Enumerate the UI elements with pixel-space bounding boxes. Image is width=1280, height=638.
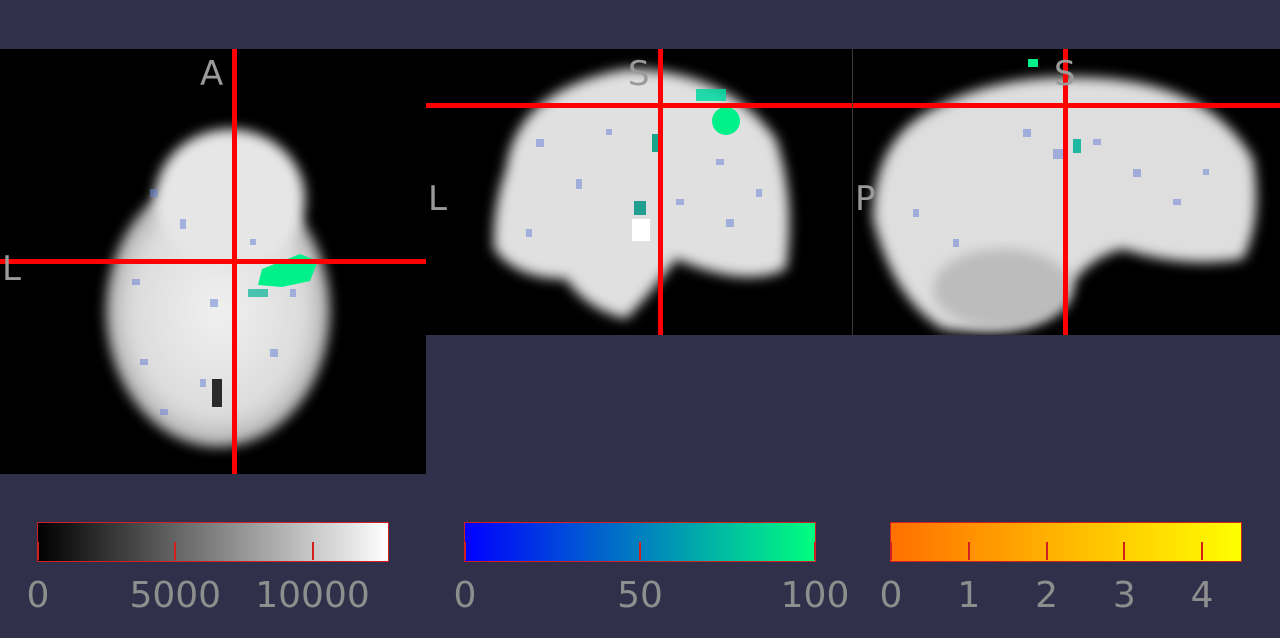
colorbar-tick-label: 50	[617, 575, 663, 616]
colorbar-tick	[464, 542, 466, 560]
sagittal-view[interactable]: S P	[853, 49, 1280, 335]
colorbar-tick	[174, 542, 177, 560]
colorbar-tick-label: 5000	[129, 575, 222, 616]
axial-crosshair-horizontal[interactable]	[0, 259, 426, 264]
colorbar-tick-label: 4	[1190, 575, 1214, 616]
colorbar-tick	[311, 542, 314, 560]
colorbar-tick	[1045, 542, 1048, 560]
sagittal-crosshair-vertical[interactable]	[1063, 49, 1068, 335]
colorbar-tick-label: 0	[26, 575, 50, 616]
orientation-label-anterior: A	[200, 54, 224, 94]
colorbar-tick-label: 3	[1112, 575, 1136, 616]
colorbar-tick	[814, 542, 816, 560]
colorbar-gradient	[37, 522, 389, 562]
colorbar-winter: 0 50 100	[454, 522, 849, 614]
colorbar-tick-label: 10000	[255, 575, 370, 616]
colorbar-tick	[890, 542, 892, 560]
axial-view[interactable]: A L	[0, 49, 426, 474]
colorbar-tick-label: 0	[453, 575, 477, 616]
view-divider	[852, 49, 853, 335]
colorbar-tick	[37, 542, 39, 560]
sagittal-crosshair-horizontal[interactable]	[853, 103, 1280, 108]
coronal-crosshair-horizontal[interactable]	[426, 103, 852, 108]
colorbar-tick-label: 100	[780, 575, 850, 616]
colorbar-tick	[967, 542, 970, 560]
colorbar-warm: 0 1 2 3 4	[880, 522, 1242, 614]
orientation-label-posterior: P	[855, 179, 876, 219]
colorbar-gray: 0 5000 10000	[27, 522, 389, 614]
coronal-crosshair-vertical[interactable]	[658, 49, 663, 335]
coronal-slice-image	[493, 69, 790, 319]
colorbar-tick-label: 2	[1035, 575, 1058, 616]
orientation-label-left: L	[428, 179, 447, 219]
colorbar-gradient	[890, 522, 1242, 562]
colorbar-tick	[1123, 542, 1126, 560]
colorbar-tick	[1201, 542, 1204, 560]
orientation-label-superior: S	[628, 54, 650, 94]
colorbar-tick-label: 0	[879, 575, 903, 616]
colorbar-tick	[639, 542, 641, 560]
orientation-label-superior: S	[1054, 54, 1076, 94]
axial-slice-image	[106, 129, 330, 447]
orientation-label-left: L	[2, 249, 21, 289]
coronal-view[interactable]: S L	[426, 49, 852, 335]
colorbar-tick-label: 1	[957, 575, 981, 616]
